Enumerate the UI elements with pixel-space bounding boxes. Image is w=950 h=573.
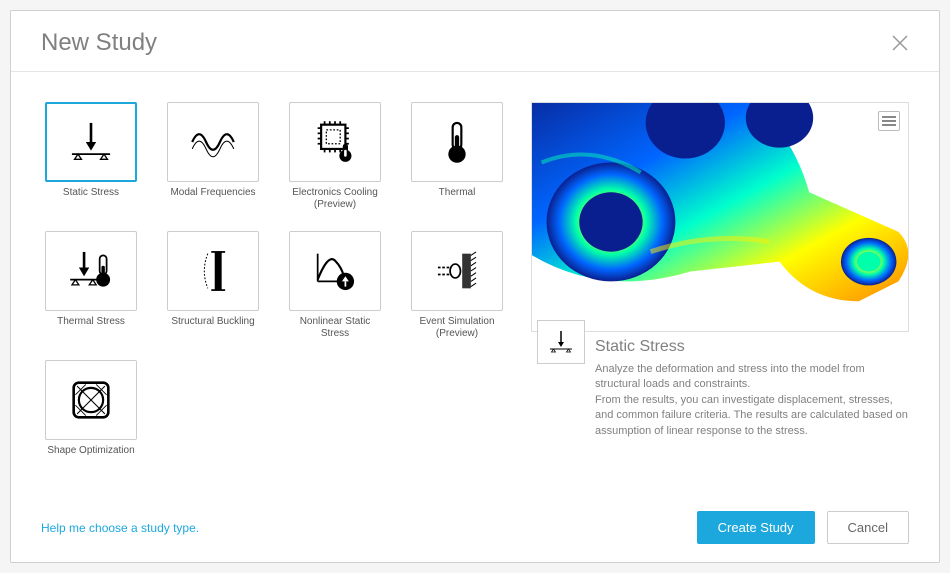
create-study-button[interactable]: Create Study (697, 511, 815, 544)
study-icon-box (411, 231, 503, 311)
static-stress-icon (65, 116, 117, 168)
study-thermal[interactable]: Thermal (407, 102, 507, 211)
nonlinear-static-stress-icon (309, 245, 361, 297)
study-label: Shape Optimization (47, 445, 134, 457)
new-study-dialog: New Study Static Stress (10, 10, 940, 563)
preview-panel: Static Stress Analyze the deformation an… (531, 102, 909, 497)
close-icon[interactable] (891, 34, 909, 52)
electronics-cooling-icon (309, 116, 361, 168)
study-label: Nonlinear Static Stress (300, 316, 371, 340)
preview-title: Static Stress (595, 338, 909, 356)
study-modal-frequencies[interactable]: Modal Frequencies (163, 102, 263, 211)
help-link[interactable]: Help me choose a study type. (41, 521, 199, 535)
dialog-body: Static Stress Modal Frequencies (11, 72, 939, 497)
thermal-stress-icon (65, 245, 117, 297)
study-icon-box (167, 231, 259, 311)
study-thermal-stress[interactable]: Thermal Stress (41, 231, 141, 340)
dialog-header: New Study (11, 11, 939, 72)
study-label: Event Simulation (Preview) (419, 316, 494, 340)
study-static-stress[interactable]: Static Stress (41, 102, 141, 211)
study-label: Thermal (439, 187, 476, 199)
event-simulation-icon (431, 245, 483, 297)
study-electronics-cooling[interactable]: Electronics Cooling (Preview) (285, 102, 385, 211)
study-label: Structural Buckling (171, 316, 254, 328)
preview-image (531, 102, 909, 332)
structural-buckling-icon (187, 245, 239, 297)
study-nonlinear-static-stress[interactable]: Nonlinear Static Stress (285, 231, 385, 340)
cancel-button[interactable]: Cancel (827, 511, 909, 544)
study-icon-box (45, 102, 137, 182)
study-icon-box (45, 231, 137, 311)
preview-text: Static Stress Analyze the deformation an… (595, 338, 909, 439)
study-shape-optimization[interactable]: Shape Optimization (41, 360, 141, 457)
legend-icon[interactable] (878, 111, 900, 131)
study-label: Thermal Stress (57, 316, 125, 328)
thermal-icon (431, 116, 483, 168)
shape-optimization-icon (65, 374, 117, 426)
study-event-simulation[interactable]: Event Simulation (Preview) (407, 231, 507, 340)
study-label: Modal Frequencies (170, 187, 255, 199)
study-icon-box (289, 102, 381, 182)
modal-frequencies-icon (187, 116, 239, 168)
study-icon-box (45, 360, 137, 440)
preview-description: Analyze the deformation and stress into … (595, 362, 909, 439)
study-type-grid: Static Stress Modal Frequencies (41, 102, 507, 497)
dialog-title: New Study (41, 29, 157, 57)
study-icon-box (411, 102, 503, 182)
preview-detail: Static Stress Analyze the deformation an… (531, 338, 909, 439)
study-label: Static Stress (63, 187, 119, 199)
static-stress-icon (546, 327, 576, 357)
simulation-preview-graphic (532, 103, 908, 331)
footer-buttons: Create Study Cancel (697, 511, 909, 544)
study-structural-buckling[interactable]: Structural Buckling (163, 231, 263, 340)
dialog-footer: Help me choose a study type. Create Stud… (11, 497, 939, 562)
study-label: Electronics Cooling (Preview) (292, 187, 378, 211)
preview-icon-box (537, 320, 585, 364)
study-icon-box (167, 102, 259, 182)
study-icon-box (289, 231, 381, 311)
